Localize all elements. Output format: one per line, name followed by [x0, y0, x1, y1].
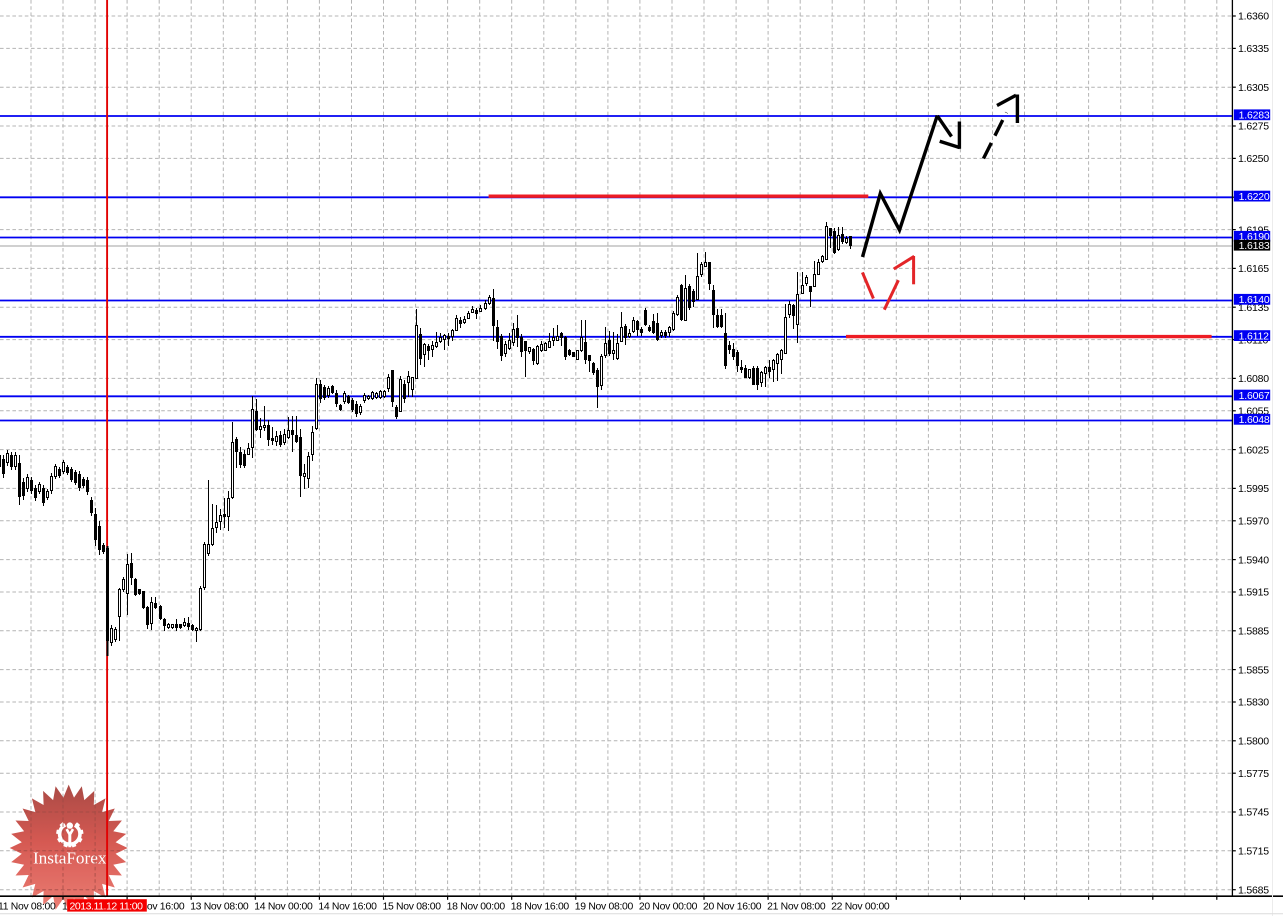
svg-text:18 Nov 16:00: 18 Nov 16:00	[511, 902, 570, 913]
svg-text:1.6048: 1.6048	[1239, 414, 1270, 426]
svg-text:1.6140: 1.6140	[1239, 294, 1270, 306]
svg-text:1.6080: 1.6080	[1238, 373, 1269, 385]
svg-text:11 Nov 08:00: 11 Nov 08:00	[0, 902, 56, 913]
svg-text:21 Nov 08:00: 21 Nov 08:00	[767, 902, 826, 913]
svg-text:1.6335: 1.6335	[1238, 43, 1269, 55]
svg-text:1.5995: 1.5995	[1238, 483, 1269, 495]
svg-text:1.6220: 1.6220	[1239, 191, 1270, 203]
svg-text:1.6305: 1.6305	[1238, 82, 1269, 94]
svg-text:1.5685: 1.5685	[1238, 884, 1269, 896]
svg-text:1.6067: 1.6067	[1239, 390, 1270, 402]
svg-text:20 Nov 00:00: 20 Nov 00:00	[639, 902, 698, 913]
svg-text:InstaForex: InstaForex	[33, 849, 107, 868]
svg-text:18 Nov 00:00: 18 Nov 00:00	[447, 902, 506, 913]
svg-text:1.5970: 1.5970	[1238, 516, 1269, 528]
svg-text:1.5915: 1.5915	[1238, 587, 1269, 599]
svg-text:1.6165: 1.6165	[1238, 263, 1269, 275]
svg-text:1.6283: 1.6283	[1239, 110, 1270, 122]
svg-text:1.5885: 1.5885	[1238, 626, 1269, 638]
svg-text:14 Nov 00:00: 14 Nov 00:00	[254, 902, 313, 913]
svg-text:12 Nov 16:00: 12 Nov 16:00	[126, 902, 185, 913]
svg-text:1.5800: 1.5800	[1238, 736, 1269, 748]
svg-text:1.6360: 1.6360	[1238, 11, 1269, 23]
svg-text:1.6183: 1.6183	[1239, 240, 1270, 252]
svg-text:20 Nov 16:00: 20 Nov 16:00	[703, 902, 762, 913]
svg-text:22 Nov 00:00: 22 Nov 00:00	[831, 902, 890, 913]
svg-text:13 Nov 08:00: 13 Nov 08:00	[190, 902, 249, 913]
svg-text:15 Nov 08:00: 15 Nov 08:00	[383, 902, 442, 913]
svg-text:2013.11.12 11:00: 2013.11.12 11:00	[70, 901, 144, 913]
svg-text:1.5830: 1.5830	[1238, 697, 1269, 709]
svg-text:1.5855: 1.5855	[1238, 664, 1269, 676]
svg-text:1.6112: 1.6112	[1239, 330, 1269, 342]
svg-text:1.5775: 1.5775	[1238, 768, 1269, 780]
svg-text:19 Nov 08:00: 19 Nov 08:00	[575, 902, 634, 913]
svg-text:1.5745: 1.5745	[1238, 807, 1269, 819]
svg-text:1.6275: 1.6275	[1238, 121, 1269, 133]
svg-text:1.6250: 1.6250	[1238, 153, 1269, 165]
svg-text:1.6135: 1.6135	[1238, 302, 1269, 314]
svg-text:1.5715: 1.5715	[1238, 846, 1269, 858]
svg-text:1.5940: 1.5940	[1238, 554, 1269, 566]
svg-text:14 Nov 16:00: 14 Nov 16:00	[318, 902, 377, 913]
svg-text:1.6025: 1.6025	[1238, 444, 1269, 456]
